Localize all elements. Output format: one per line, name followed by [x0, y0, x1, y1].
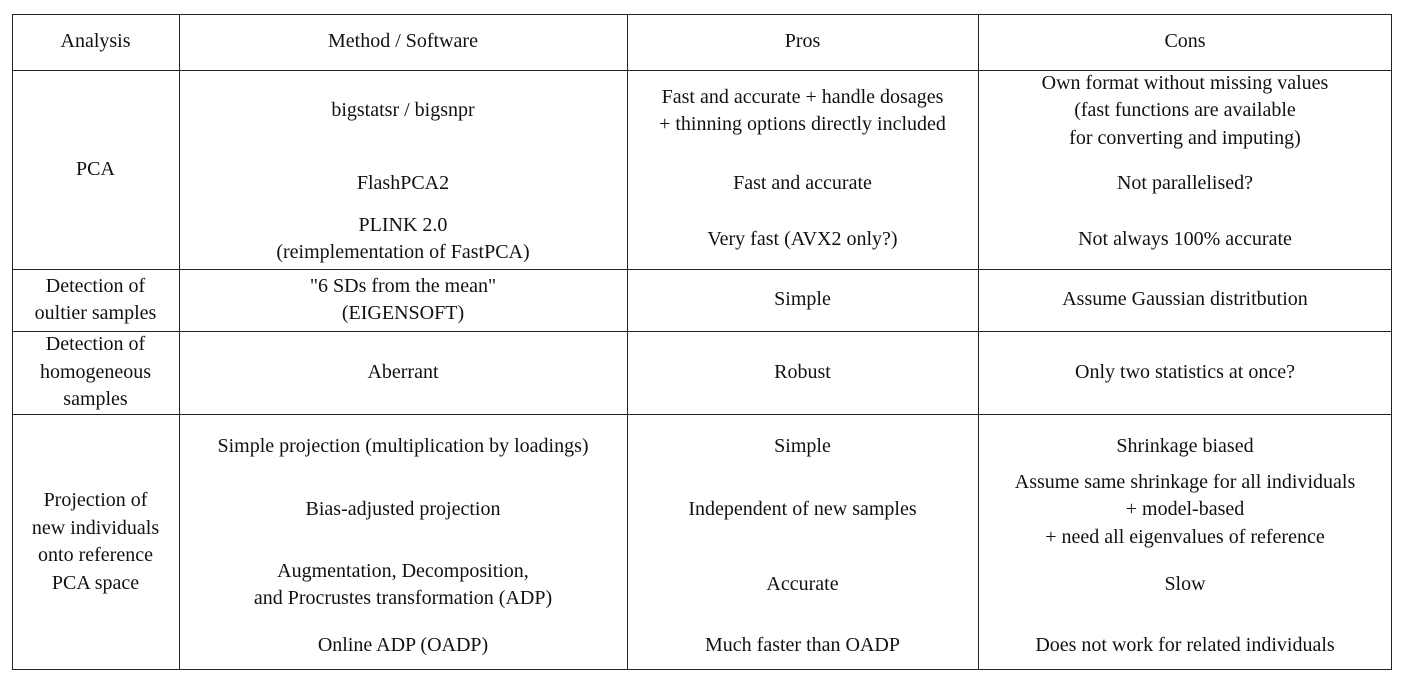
- row-divider: [12, 331, 1392, 332]
- analysis-outlier: Detection of oultier samples: [34, 274, 157, 325]
- row-divider: [12, 70, 1392, 71]
- homogeneous-pros: Robust: [774, 360, 831, 383]
- outlier-pros: Simple: [774, 288, 831, 311]
- outlier-cons: Assume Gaussian distritbution: [1062, 288, 1308, 311]
- homogeneous-cons: Only two statistics at once?: [1075, 360, 1295, 383]
- projection-method-adp: Augmentation, Decomposition, and Procrus…: [253, 559, 553, 610]
- outlier-method: "6 SDs from the mean" (EIGENSOFT): [309, 274, 497, 325]
- column-divider: [978, 14, 979, 670]
- pca-pros-flashpca2: Fast and accurate: [733, 172, 872, 195]
- projection-pros-oadp: Much faster than OADP: [705, 634, 900, 657]
- row-divider: [12, 414, 1392, 415]
- projection-cons-simple: Shrinkage biased: [1116, 435, 1254, 458]
- header-analysis: Analysis: [60, 30, 131, 53]
- projection-pros-adp: Accurate: [766, 573, 839, 596]
- pca-cons-bigstatsr: Own format without missing values (fast …: [1041, 71, 1329, 149]
- comparison-table: Analysis Method / Software Pros Cons PCA…: [12, 14, 1392, 670]
- analysis-projection: Projection of new individuals onto refer…: [31, 489, 160, 594]
- header-cons: Cons: [1164, 30, 1206, 53]
- pca-pros-plink: Very fast (AVX2 only?): [707, 228, 898, 251]
- pca-method-plink: PLINK 2.0 (reimplementation of FastPCA): [276, 213, 530, 264]
- projection-pros-simple: Simple: [774, 435, 831, 458]
- header-pros: Pros: [784, 30, 821, 53]
- column-divider: [627, 14, 628, 670]
- projection-cons-oadp: Does not work for related individuals: [1035, 634, 1335, 657]
- table-border: [12, 14, 1392, 670]
- projection-method-oadp: Online ADP (OADP): [317, 634, 489, 657]
- pca-method-flashpca2: FlashPCA2: [356, 172, 450, 195]
- projection-method-simple: Simple projection (multiplication by loa…: [217, 435, 589, 458]
- projection-cons-bias-adjusted: Assume same shrinkage for all individual…: [1014, 470, 1356, 548]
- projection-pros-bias-adjusted: Independent of new samples: [688, 498, 917, 521]
- pca-cons-flashpca2: Not parallelised?: [1116, 172, 1254, 195]
- pca-method-bigstatsr: bigstatsr / bigsnpr: [331, 99, 475, 122]
- pca-pros-bigstatsr: Fast and accurate + handle dosages + thi…: [659, 85, 946, 136]
- header-method: Method / Software: [328, 30, 478, 53]
- analysis-homogeneous: Detection of homogeneous samples: [39, 333, 152, 411]
- analysis-pca: PCA: [76, 157, 115, 180]
- projection-method-bias-adjusted: Bias-adjusted projection: [305, 498, 501, 521]
- pca-cons-plink: Not always 100% accurate: [1078, 228, 1292, 251]
- homogeneous-method: Aberrant: [367, 360, 439, 383]
- column-divider: [179, 14, 180, 670]
- row-divider: [12, 269, 1392, 270]
- projection-cons-adp: Slow: [1164, 573, 1206, 596]
